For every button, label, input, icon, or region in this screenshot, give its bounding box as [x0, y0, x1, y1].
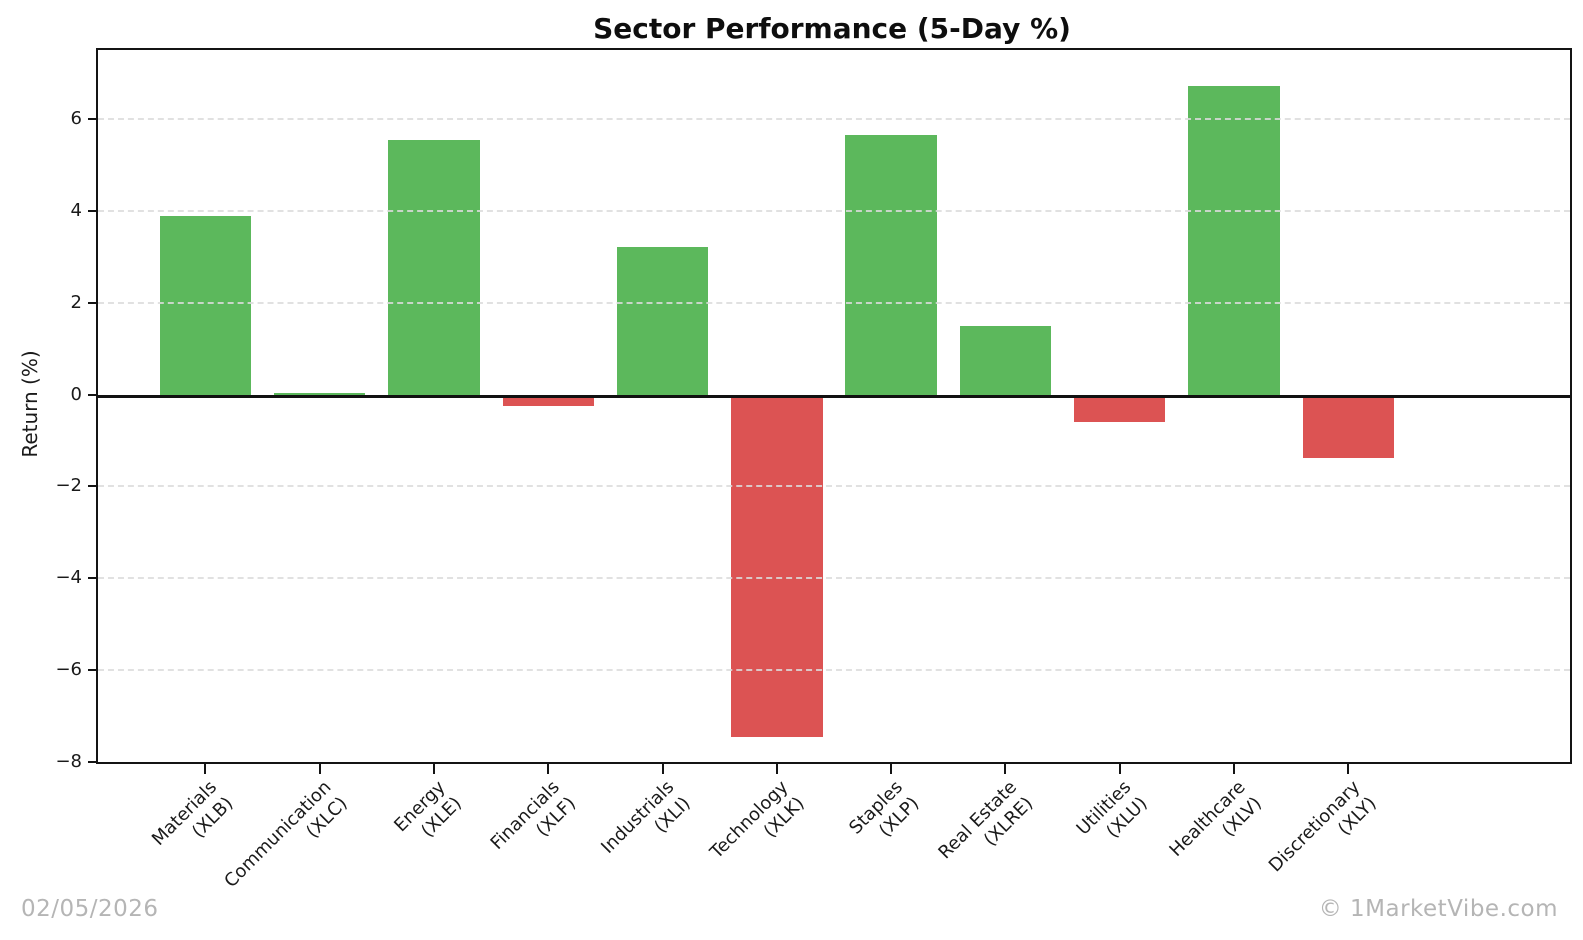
x-tick-label-energy: Energy (XLE) [389, 776, 466, 853]
bar-discretionary-xly [1302, 394, 1394, 458]
x-tick-label-healthcare: Healthcare (XLV) [1165, 776, 1267, 878]
x-tick-label-technology: Technology (XLK) [706, 776, 810, 880]
footer-date: 02/05/2026 [21, 896, 159, 922]
x-tick-label-real-estate: Real Estate (XLRE) [934, 776, 1038, 880]
x-tick [433, 764, 435, 774]
gridline-y-6 [98, 669, 1570, 672]
x-tick-label-staples: Staples (XLP) [844, 776, 923, 855]
x-tick [318, 764, 321, 774]
y-tick-label: 0 [70, 383, 82, 405]
bar-healthcare-xlv [1188, 85, 1280, 395]
footer-credit: © 1MarketVibe.com [1318, 896, 1558, 922]
gridline-y4 [98, 209, 1570, 212]
bar-communication-xlc [274, 392, 366, 395]
y-tick [88, 761, 98, 763]
y-tick [88, 393, 98, 396]
y-tick-label: −4 [55, 567, 82, 589]
x-tick-label-industrials: Industrials (XLI) [596, 776, 695, 875]
chart-title: Sector Performance (5-Day %) [593, 12, 1071, 45]
x-tick [890, 764, 893, 774]
y-tick-label: 2 [70, 291, 82, 313]
bar-real-estate-xlre [959, 325, 1052, 395]
x-tick [1347, 764, 1350, 774]
x-tick [775, 764, 778, 774]
y-tick-label: 6 [70, 107, 82, 129]
x-tick [547, 764, 550, 774]
bar-financials-xlf [502, 394, 594, 406]
y-tick-label: −6 [55, 659, 82, 681]
y-tick-label: −8 [55, 751, 82, 772]
x-tick-label-communication: Communication (XLC) [219, 776, 352, 909]
x-tick-label-utilities: Utilities (XLU) [1072, 776, 1152, 856]
y-tick [88, 117, 98, 120]
bar-energy-xle [388, 139, 480, 395]
x-tick [1118, 764, 1121, 774]
x-tick [204, 764, 207, 774]
y-tick [88, 209, 98, 212]
gridline-y6 [98, 117, 1570, 120]
x-tick-label-materials: Materials (XLB) [147, 776, 238, 867]
y-tick-label: −2 [55, 475, 82, 497]
x-tick-label-discretionary: Discretionary (XLY) [1264, 776, 1381, 893]
gridline-y2 [98, 301, 1570, 304]
x-tick [661, 764, 664, 774]
x-tick [1004, 764, 1007, 774]
bar-staples-xlp [845, 134, 937, 395]
y-tick [88, 669, 98, 672]
y-tick [88, 301, 98, 304]
zero-line [98, 394, 1570, 398]
bar-materials-xlb [159, 216, 252, 395]
plot-area: 6 4 2 0 −2 −4 −6 −8 Materials (XLB) Communication(… [55, 48, 1572, 892]
x-tick [1233, 764, 1235, 774]
x-tick-label-financials: Financials (XLF) [486, 776, 581, 871]
bar-technology-xlk [731, 394, 823, 737]
gridline-y-4 [98, 577, 1570, 580]
bar-utilities-xlu [1074, 394, 1166, 422]
bar-industrials-xli [616, 247, 709, 395]
y-tick [88, 485, 98, 488]
gridline-y-2 [98, 485, 1570, 488]
y-tick-label: 4 [70, 199, 82, 221]
y-tick [88, 577, 98, 580]
